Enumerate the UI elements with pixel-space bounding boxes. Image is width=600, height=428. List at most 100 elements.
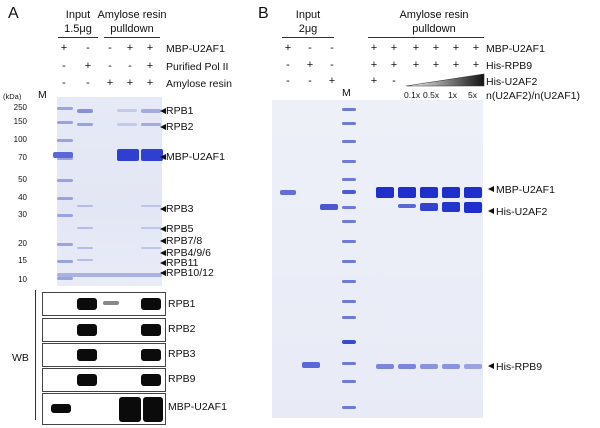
mw-marker: 70 <box>18 153 27 162</box>
sign: + <box>306 59 314 71</box>
sign: - <box>108 60 112 72</box>
mw-marker: 100 <box>13 135 27 144</box>
sign: - <box>62 60 66 72</box>
sign: + <box>412 42 420 54</box>
wb-strip-rpb3 <box>42 343 166 367</box>
wb-strip-rpb1 <box>42 292 166 316</box>
panel-b-letter: B <box>258 5 269 22</box>
wb-label-rpb1: RPB1 <box>168 298 196 310</box>
sign: + <box>452 59 460 71</box>
sign: + <box>284 42 292 54</box>
panel-a-input-underline <box>58 37 98 38</box>
panel-a-letter: A <box>8 5 19 22</box>
sign: + <box>452 42 460 54</box>
sign: - <box>108 42 112 54</box>
sign: - <box>308 42 312 54</box>
band-label-rpb2: RPB2 <box>166 121 194 133</box>
sign: + <box>146 77 154 89</box>
mw-marker: 250 <box>13 103 27 112</box>
mw-marker: 20 <box>18 239 27 248</box>
band-label-mbp-u2af1-b: MBP-U2AF1 <box>496 184 555 196</box>
mw-marker: 40 <box>18 193 27 202</box>
sign: + <box>370 75 378 87</box>
mw-marker: 150 <box>13 117 27 126</box>
row-label-mbp-u2af1: MBP-U2AF1 <box>166 43 225 55</box>
wb-strip-rpb9 <box>42 368 166 392</box>
sign: + <box>60 42 68 54</box>
row-label-his-u2af2: His-U2AF2 <box>486 76 538 88</box>
ratio-axis-label: n(U2AF2)/n(U2AF1) <box>486 90 580 102</box>
band-label-rpb4-9-6: RPB4/9/6 <box>166 247 211 259</box>
arrowheads-b <box>488 186 494 369</box>
wb-label-mbp-u2af1: MBP-U2AF1 <box>168 401 227 413</box>
sign: + <box>472 42 480 54</box>
wb-label: WB <box>12 352 29 364</box>
row-label-his-rpb9: His-RPB9 <box>486 60 533 72</box>
row-label-amylose-resin: Amylose resin <box>166 78 232 90</box>
wb-strip-rpb2 <box>42 318 166 342</box>
band-label-rpb10-12: RPB10/12 <box>166 267 214 279</box>
panel-a-input-header-line2: 1.5μg <box>64 23 92 35</box>
sign: + <box>370 59 378 71</box>
wb-label-rpb2: RPB2 <box>168 323 196 335</box>
sign: + <box>106 77 114 89</box>
sign: + <box>370 42 378 54</box>
sign: + <box>84 60 92 72</box>
panel-a-pulldown-header-line1: Amylose resin <box>97 9 167 21</box>
marker-lane-label-a: M <box>38 89 47 101</box>
coomassie-gel-b <box>272 100 483 418</box>
kda-label: (kDa) <box>3 92 22 101</box>
band-label-rpb11: RPB11 <box>166 257 199 269</box>
sign: - <box>62 77 66 89</box>
sign: - <box>128 60 132 72</box>
band-label-rpb3: RPB3 <box>166 203 194 215</box>
panel-a-pulldown-underline <box>104 37 160 38</box>
sign: - <box>330 42 334 54</box>
ratio-5x: 5x <box>468 90 477 100</box>
mw-marker: 15 <box>18 256 27 265</box>
sign: - <box>308 75 312 87</box>
wb-label-rpb3: RPB3 <box>168 348 196 360</box>
concentration-wedge <box>406 73 485 87</box>
sign: + <box>472 59 480 71</box>
arrowheads-a <box>160 108 166 276</box>
mw-marker: 10 <box>18 275 27 284</box>
sign: - <box>286 59 290 71</box>
band-label-mbp-u2af1: MBP-U2AF1 <box>166 151 225 163</box>
sign: + <box>126 42 134 54</box>
sign: + <box>432 42 440 54</box>
sign: + <box>328 75 336 87</box>
wb-bracket <box>35 290 36 420</box>
panel-b-input-header-line2: 2μg <box>298 23 318 35</box>
sign: + <box>412 59 420 71</box>
panel-a-input-header-line1: Input <box>65 9 91 21</box>
row-label-mbp-u2af1-b: MBP-U2AF1 <box>486 43 545 55</box>
sign: - <box>392 75 396 87</box>
sign: - <box>286 75 290 87</box>
panel-b-pulldown-header-line2: pulldown <box>412 23 456 35</box>
panel-b-pulldown-header-line1: Amylose resin <box>399 9 469 21</box>
sign: + <box>146 60 154 72</box>
sign: - <box>86 77 90 89</box>
band-label-his-rpb9: His-RPB9 <box>496 361 543 373</box>
row-label-purified-pol-ii: Purified Pol II <box>166 61 229 73</box>
panel-a-pulldown-header-line2: pulldown <box>110 23 154 35</box>
sign: + <box>146 42 154 54</box>
sign: + <box>432 59 440 71</box>
marker-lane-label-b: M <box>342 87 351 99</box>
panel-b-input-underline <box>282 37 334 38</box>
band-label-rpb5: RPB5 <box>166 223 194 235</box>
wb-label-rpb9: RPB9 <box>168 373 196 385</box>
sign: + <box>126 77 134 89</box>
ratio-1x: 1x <box>448 90 457 100</box>
band-label-his-u2af2: His-U2AF2 <box>496 206 548 218</box>
panel-b-pulldown-underline <box>368 37 484 38</box>
mw-marker: 50 <box>18 175 27 184</box>
sign: - <box>86 42 90 54</box>
ratio-0-5x: 0.5x <box>423 90 440 100</box>
wb-strip-mbp-u2af1 <box>42 393 166 425</box>
panel-b-input-header-line1: Input <box>295 9 321 21</box>
mw-marker: 30 <box>18 210 27 219</box>
sign: - <box>330 59 334 71</box>
ratio-0-1x: 0.1x <box>404 90 421 100</box>
